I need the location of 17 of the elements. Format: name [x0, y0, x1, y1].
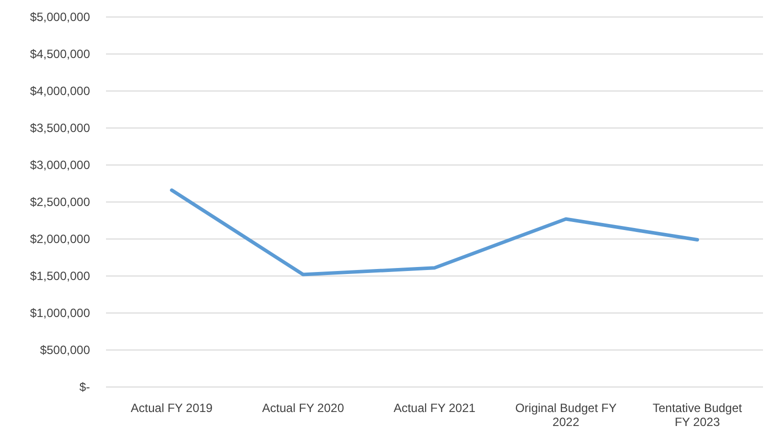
line-series — [170, 188, 700, 276]
y-tick-label: $1,000,000 — [30, 306, 90, 320]
x-tick-label: Tentative Budget FY 2023 — [652, 401, 743, 428]
x-tick-label: Actual FY 2021 — [394, 401, 476, 415]
x-tick-label: Actual FY 2020 — [262, 401, 344, 415]
y-tick-label: $4,500,000 — [30, 47, 90, 62]
y-tick-label: $3,500,000 — [30, 121, 90, 136]
y-tick-label: $500,000 — [40, 343, 90, 358]
x-tick-label: Original Budget FY 2022 — [515, 401, 617, 428]
y-tick-label: $5,000,000 — [30, 10, 90, 24]
y-tick-label: $2,500,000 — [30, 195, 90, 210]
y-tick-label: $1,500,000 — [30, 269, 90, 284]
x-tick-label: Actual FY 2019 — [130, 401, 213, 415]
y-tick-label: $2,000,000 — [30, 232, 90, 246]
y-tick-label: $4,000,000 — [30, 84, 90, 98]
y-tick-label: $3,000,000 — [30, 158, 90, 172]
y-tick-label: $- — [79, 380, 90, 394]
